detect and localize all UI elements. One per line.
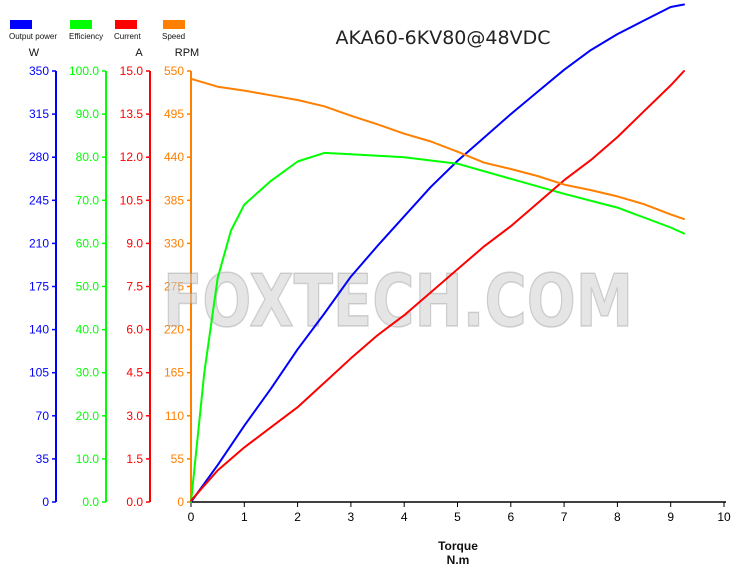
x-tick-label: 4 (401, 510, 408, 524)
x-tick-label: 10 (717, 510, 731, 524)
y-tick-label-current: 0.0 (126, 495, 143, 509)
legend-label-power: Output power (9, 32, 57, 41)
y-tick-label-power: 0 (42, 495, 49, 509)
legend: Output power W Efficiency Current A Speed RPM (9, 20, 199, 59)
legend-label-speed: Speed (162, 32, 185, 41)
y-tick-label-efficiency: 80.0 (76, 150, 100, 164)
y-tick-label-power: 35 (36, 452, 50, 466)
y-tick-label-speed: 495 (164, 107, 184, 121)
x-tick-label: 1 (241, 510, 248, 524)
y-tick-label-power: 105 (29, 366, 49, 380)
x-tick-label: 5 (454, 510, 461, 524)
y-tick-label-speed: 0 (177, 495, 184, 509)
legend-swatch-power (10, 20, 32, 29)
x-axis-title: Torque (438, 539, 478, 553)
series-lines (190, 3, 685, 503)
y-tick-label-power: 140 (29, 323, 49, 337)
y-tick-label-current: 4.5 (126, 366, 143, 380)
y-tick-label-efficiency: 20.0 (76, 409, 100, 423)
y-tick-label-current: 10.5 (120, 193, 144, 207)
y-tick-label-power: 245 (29, 193, 49, 207)
y-tick-label-speed: 110 (165, 409, 184, 423)
y-tick-label-power: 70 (36, 409, 50, 423)
y-axis-unit-current: A (135, 47, 143, 59)
x-tick-label: 9 (667, 510, 674, 524)
y-tick-label-current: 3.0 (126, 409, 143, 423)
y-tick-label-efficiency: 100.0 (69, 64, 99, 78)
legend-label-efficiency: Efficiency (69, 32, 103, 41)
y-tick-label-current: 1.5 (126, 452, 143, 466)
x-tick-label: 7 (561, 510, 568, 524)
chart-title: AKA60-6KV80@48VDC (336, 27, 551, 49)
y-tick-label-power: 315 (29, 107, 49, 121)
y-tick-label-power: 350 (29, 64, 49, 78)
x-tick-label: 0 (188, 510, 195, 524)
y-tick-label-efficiency: 10.0 (76, 452, 100, 466)
y-tick-label-current: 13.5 (120, 107, 144, 121)
x-tick-label: 8 (614, 510, 621, 524)
watermark-text: FOXTECH.COM (163, 259, 633, 343)
y-tick-label-efficiency: 30.0 (76, 366, 100, 380)
y-tick-label-speed: 220 (164, 323, 184, 337)
y-tick-label-efficiency: 40.0 (76, 323, 100, 337)
legend-swatch-current (115, 20, 137, 29)
legend-swatch-speed (163, 20, 185, 29)
axes: 035701051401752102452803153500.010.020.0… (29, 64, 731, 524)
series-line-power (190, 3, 685, 503)
x-axis-unit: N.m (447, 553, 470, 567)
y-tick-label-speed: 550 (164, 64, 184, 78)
series-line-efficiency (190, 151, 685, 503)
y-tick-label-current: 6.0 (126, 323, 143, 337)
y-tick-label-speed: 330 (164, 236, 184, 250)
y-tick-label-power: 210 (29, 236, 49, 250)
series-line-current (190, 70, 685, 502)
x-tick-label: 6 (507, 510, 514, 524)
y-tick-label-speed: 55 (171, 452, 185, 466)
y-tick-label-current: 12.0 (120, 150, 144, 164)
legend-label-current: Current (114, 32, 141, 41)
y-tick-label-current: 7.5 (126, 280, 143, 294)
y-axis-unit-speed: RPM (175, 47, 199, 59)
y-tick-label-power: 175 (29, 280, 49, 294)
y-axis-unit-power: W (29, 47, 40, 59)
y-tick-label-efficiency: 0.0 (82, 495, 99, 509)
x-tick-label: 3 (348, 510, 355, 524)
y-tick-label-speed: 165 (164, 366, 184, 380)
y-tick-label-speed: 275 (164, 280, 184, 294)
y-tick-label-speed: 440 (164, 150, 184, 164)
y-tick-label-efficiency: 60.0 (76, 236, 100, 250)
series-line-speed (190, 77, 685, 221)
y-tick-label-current: 15.0 (120, 64, 144, 78)
y-tick-label-efficiency: 70.0 (76, 193, 100, 207)
x-tick-label: 2 (294, 510, 301, 524)
y-tick-label-efficiency: 90.0 (76, 107, 100, 121)
y-tick-label-speed: 385 (164, 193, 184, 207)
y-tick-label-power: 280 (29, 150, 49, 164)
legend-swatch-efficiency (70, 20, 92, 29)
y-tick-label-efficiency: 50.0 (76, 280, 100, 294)
y-tick-label-current: 9.0 (126, 236, 143, 250)
